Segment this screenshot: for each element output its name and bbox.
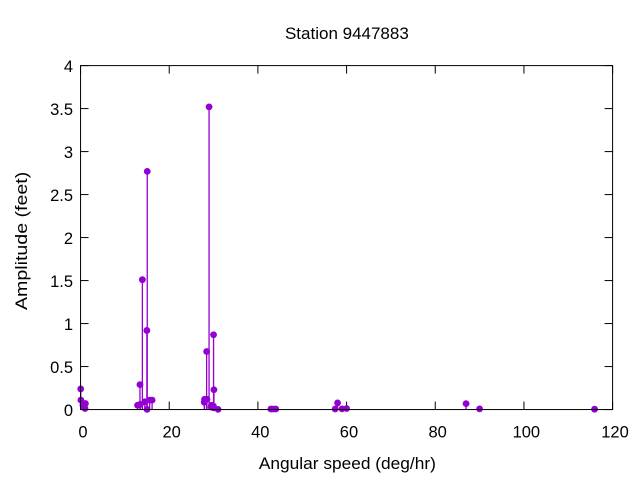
svg-text:100: 100 (513, 423, 541, 441)
svg-text:0: 0 (64, 402, 73, 420)
svg-text:2: 2 (64, 230, 73, 248)
svg-text:40: 40 (251, 423, 269, 441)
svg-text:60: 60 (340, 423, 358, 441)
svg-text:0.5: 0.5 (50, 359, 73, 377)
svg-text:80: 80 (428, 423, 446, 441)
svg-text:Angular speed (deg/hr): Angular speed (deg/hr) (259, 454, 436, 473)
svg-text:1.5: 1.5 (50, 273, 73, 291)
svg-text:Station 9447883: Station 9447883 (285, 24, 409, 43)
svg-text:Amplitude (feet): Amplitude (feet) (12, 172, 31, 310)
svg-text:4: 4 (64, 58, 73, 76)
svg-text:3.5: 3.5 (50, 101, 73, 119)
svg-text:120: 120 (601, 423, 629, 441)
svg-text:2.5: 2.5 (50, 187, 73, 205)
svg-text:1: 1 (64, 316, 73, 334)
svg-text:0: 0 (78, 423, 87, 441)
svg-text:20: 20 (162, 423, 180, 441)
svg-text:3: 3 (64, 144, 73, 162)
